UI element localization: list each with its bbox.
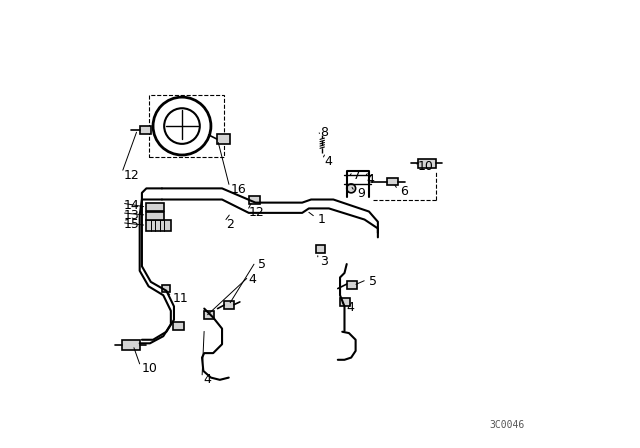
Bar (316, 245, 325, 253)
Text: 11: 11 (173, 292, 189, 305)
Text: 7: 7 (353, 169, 362, 182)
Bar (122, 340, 140, 349)
Circle shape (347, 184, 356, 193)
Text: 12: 12 (249, 207, 264, 220)
Bar (249, 196, 260, 204)
Text: 3: 3 (320, 255, 328, 268)
Bar (217, 134, 230, 144)
Text: 4: 4 (367, 173, 374, 186)
Text: 2: 2 (227, 217, 234, 231)
Text: 16: 16 (231, 183, 246, 196)
Text: 6: 6 (400, 185, 408, 198)
Text: 4: 4 (324, 155, 332, 168)
Bar (147, 220, 171, 231)
Bar (204, 311, 214, 319)
Bar (340, 298, 350, 306)
Text: 5: 5 (258, 258, 266, 271)
Text: 3C0046: 3C0046 (489, 420, 524, 430)
Bar (387, 178, 398, 185)
Text: 1: 1 (318, 213, 326, 226)
Bar (347, 280, 356, 289)
Bar (147, 202, 164, 211)
Text: 10: 10 (418, 159, 434, 172)
Bar (224, 301, 234, 309)
Text: 4: 4 (249, 273, 257, 286)
Text: 4: 4 (347, 301, 355, 314)
Text: 9: 9 (357, 187, 365, 200)
Text: 10: 10 (142, 362, 158, 375)
Bar (162, 284, 170, 292)
Text: 14: 14 (124, 199, 139, 212)
Bar (147, 211, 164, 220)
Text: 8: 8 (320, 126, 328, 139)
Text: 12: 12 (124, 168, 139, 181)
Text: 15: 15 (124, 218, 139, 231)
Bar (140, 125, 151, 134)
Bar (418, 159, 436, 168)
Text: 5: 5 (369, 276, 377, 289)
Text: 4: 4 (204, 373, 211, 386)
Text: 13: 13 (124, 209, 139, 222)
Bar (173, 322, 184, 330)
